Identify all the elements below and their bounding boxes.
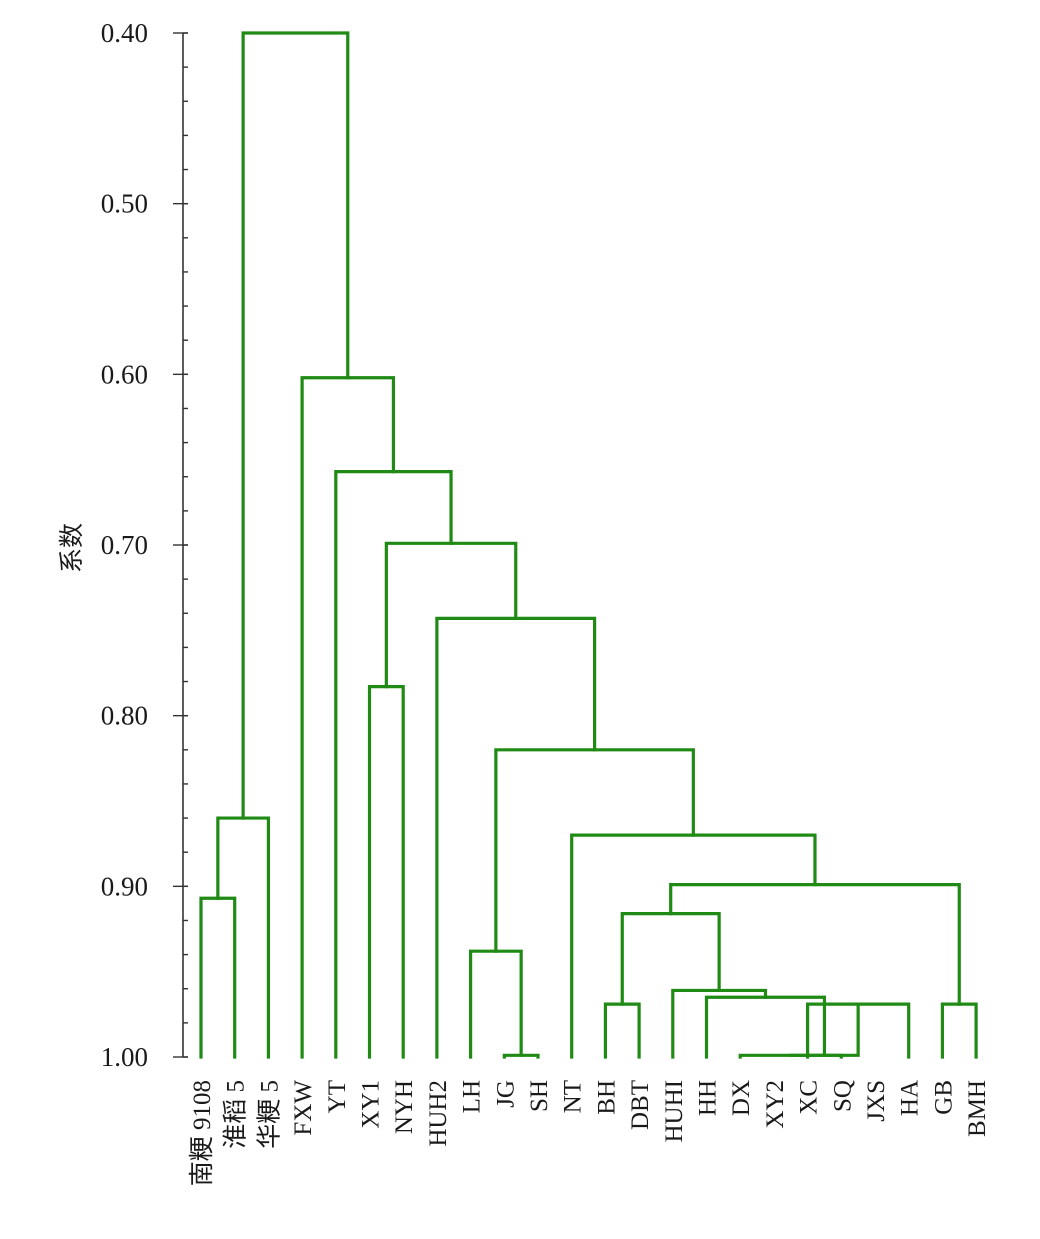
leaf-label: HH xyxy=(695,1080,722,1116)
leaf-label: DBT xyxy=(627,1080,654,1130)
dendrogram-link xyxy=(669,883,961,1006)
dendrogram-link xyxy=(570,833,817,1059)
y-axis: 0.40 0.50 0.60 0.70 0.80 0.90 1.00 xyxy=(101,18,188,1072)
leaf-label: JXS xyxy=(863,1080,890,1122)
leaf-label: FXW xyxy=(290,1080,317,1136)
leaf-label: XY2 xyxy=(762,1080,789,1129)
dendrogram-link xyxy=(494,748,695,953)
y-tick-label: 0.40 xyxy=(101,18,148,48)
leaf-label: HUHI xyxy=(661,1080,688,1143)
leaf-label: 华粳 5 xyxy=(255,1080,283,1149)
leaf-label: XC xyxy=(796,1080,823,1115)
y-tick-label: 1.00 xyxy=(101,1042,148,1072)
dendrogram-link xyxy=(199,896,237,1059)
dendrogram-link xyxy=(603,1002,641,1059)
leaf-labels: 南粳 9108 淮稻 5 华粳 5 FXW YT XY1 NYH HUH2 LH JG SH NT BH… xyxy=(188,1080,991,1187)
leaf-label: BMH xyxy=(964,1080,991,1137)
leaf-label: LH xyxy=(459,1080,486,1113)
y-tick-label: 0.90 xyxy=(101,871,148,901)
dendrogram-link xyxy=(241,31,350,820)
leaf-label: BH xyxy=(593,1080,620,1115)
leaf-label: SH xyxy=(526,1080,553,1112)
leaf-label: HA xyxy=(897,1080,924,1116)
leaf-label: HUH2 xyxy=(425,1080,452,1147)
leaf-label: DX xyxy=(728,1080,755,1116)
leaf-label: XY1 xyxy=(358,1080,385,1129)
dendrogram-link xyxy=(334,470,453,1059)
y-tick-label: 0.80 xyxy=(101,701,148,731)
dendrogram-link xyxy=(300,376,396,1059)
y-tick-label: 0.50 xyxy=(101,189,148,219)
leaf-label: JG xyxy=(492,1080,519,1108)
leaf-label: SQ xyxy=(829,1080,856,1112)
leaf-label: GB xyxy=(930,1080,957,1115)
leaf-label: NYH xyxy=(391,1080,418,1134)
dendrogram-link xyxy=(671,988,768,1059)
dendrogram-link xyxy=(367,685,405,1059)
dendrogram-link xyxy=(469,949,523,1059)
dendrogram-link xyxy=(384,541,518,689)
dendrogram-branches xyxy=(199,31,978,1059)
dendrogram-link xyxy=(940,1002,978,1059)
leaf-label: 南粳 9108 xyxy=(188,1080,216,1186)
leaf-label: NT xyxy=(560,1080,587,1113)
y-axis-title: 系数 xyxy=(57,523,86,573)
leaf-label: YT xyxy=(324,1080,351,1113)
y-tick-label: 0.60 xyxy=(101,359,148,389)
leaf-label: 淮稻 5 xyxy=(222,1080,250,1149)
dendrogram-link xyxy=(789,1002,860,1057)
dendrogram-link xyxy=(216,816,270,1059)
y-tick-label: 0.70 xyxy=(101,530,148,560)
